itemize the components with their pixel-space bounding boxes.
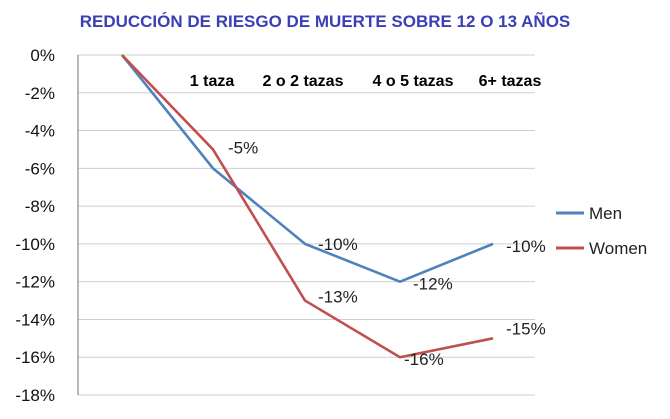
y-tick-label: -8% bbox=[25, 197, 55, 216]
category-labels: 1 taza 2 o 2 tazas 4 o 5 tazas 6+ tazas bbox=[190, 73, 542, 90]
axes: 0% -2% -4% -6% -8% -10% -12% -14% -16% -18% bbox=[15, 46, 79, 405]
y-tick-label: -18% bbox=[15, 386, 55, 405]
y-tick-label: 0% bbox=[30, 46, 55, 65]
category-label: 1 taza bbox=[190, 73, 235, 90]
y-tick-label: -4% bbox=[25, 122, 55, 141]
y-tick-label: -16% bbox=[15, 348, 55, 367]
series bbox=[120, 54, 494, 359]
data-label-women: -15% bbox=[506, 319, 546, 338]
y-tick-label: -14% bbox=[15, 310, 55, 329]
legend-label-women: Women bbox=[589, 239, 647, 258]
data-labels: -10% -12% -10% -5% -13% -16% -15% bbox=[228, 138, 546, 369]
series-line-men bbox=[120, 54, 494, 283]
data-label-men: -12% bbox=[413, 275, 453, 294]
y-tick-label: -10% bbox=[15, 235, 55, 254]
data-label-men: -10% bbox=[318, 235, 358, 254]
category-label: 2 o 2 tazas bbox=[263, 73, 344, 90]
legend: Men Women bbox=[556, 204, 647, 258]
series-line-women bbox=[121, 54, 494, 359]
data-label-women: -13% bbox=[318, 288, 358, 307]
y-tick-label: -12% bbox=[15, 273, 55, 292]
data-label-women: -16% bbox=[404, 350, 444, 369]
y-tick-label: -6% bbox=[25, 159, 55, 178]
chart-title: REDUCCIÓN DE RIESGO DE MUERTE SOBRE 12 O… bbox=[80, 11, 571, 31]
data-label-men: -10% bbox=[506, 237, 546, 256]
legend-label-men: Men bbox=[589, 204, 622, 223]
y-tick-label: -2% bbox=[25, 84, 55, 103]
data-label-women: -5% bbox=[228, 138, 258, 157]
category-label: 6+ tazas bbox=[479, 73, 542, 90]
category-label: 4 o 5 tazas bbox=[373, 73, 454, 90]
